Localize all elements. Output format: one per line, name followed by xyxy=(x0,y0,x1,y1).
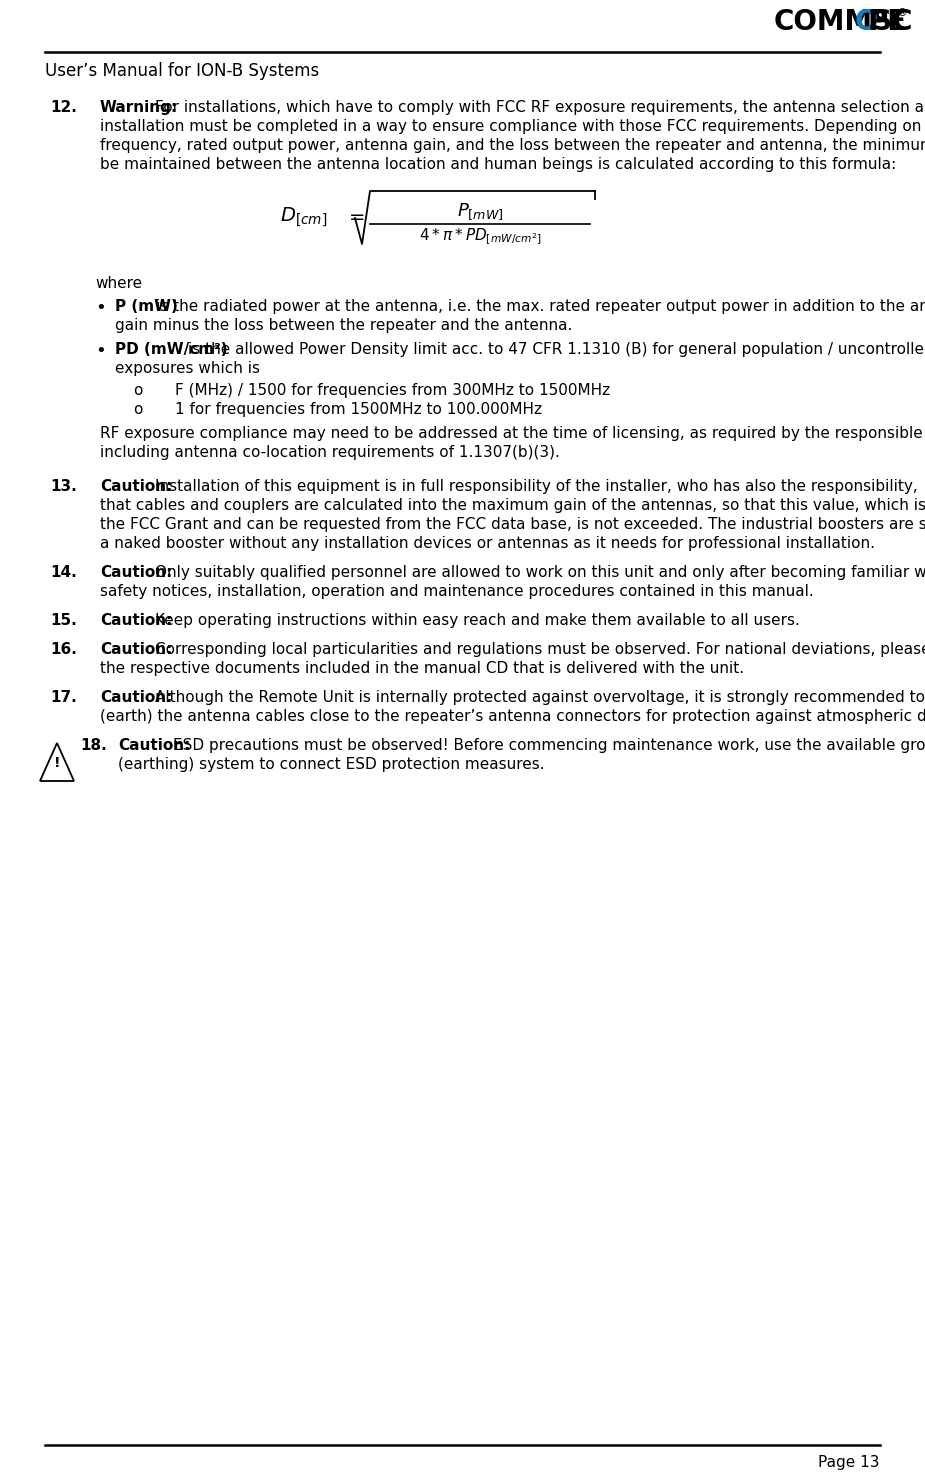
Text: gain minus the loss between the repeater and the antenna.: gain minus the loss between the repeater… xyxy=(115,318,573,333)
Text: Caution:: Caution: xyxy=(100,613,172,628)
Text: 17.: 17. xyxy=(50,690,77,705)
Text: o: o xyxy=(133,401,142,418)
Text: 1 for frequencies from 1500MHz to 100.000MHz: 1 for frequencies from 1500MHz to 100.00… xyxy=(175,401,542,418)
Text: safety notices, installation, operation and maintenance procedures contained in : safety notices, installation, operation … xyxy=(100,584,814,598)
Text: For installations, which have to comply with FCC RF exposure requirements, the a: For installations, which have to comply … xyxy=(155,101,925,116)
Text: RF exposure compliance may need to be addressed at the time of licensing, as req: RF exposure compliance may need to be ad… xyxy=(100,427,925,441)
Text: 16.: 16. xyxy=(50,641,77,658)
Text: frequency, rated output power, antenna gain, and the loss between the repeater a: frequency, rated output power, antenna g… xyxy=(100,138,925,153)
Text: is the radiated power at the antenna, i.e. the max. rated repeater output power : is the radiated power at the antenna, i.… xyxy=(156,299,925,314)
Text: ®: ® xyxy=(897,7,908,18)
Text: $4*\pi*PD_{[mW/cm^2]}$: $4*\pi*PD_{[mW/cm^2]}$ xyxy=(419,227,541,247)
Text: Installation of this equipment is in full responsibility of the installer, who h: Installation of this equipment is in ful… xyxy=(155,478,918,495)
Text: O: O xyxy=(855,7,878,36)
Text: the respective documents included in the manual CD that is delivered with the un: the respective documents included in the… xyxy=(100,661,744,675)
Text: ESD precautions must be observed! Before commencing maintenance work, use the av: ESD precautions must be observed! Before… xyxy=(173,738,925,752)
Text: (earth) the antenna cables close to the repeater’s antenna connectors for protec: (earth) the antenna cables close to the … xyxy=(100,709,925,724)
Text: Warning:: Warning: xyxy=(100,101,179,116)
Text: 12.: 12. xyxy=(50,101,77,116)
Text: P (mW): P (mW) xyxy=(115,299,178,314)
Text: that cables and couplers are calculated into the maximum gain of the antennas, s: that cables and couplers are calculated … xyxy=(100,498,925,512)
Text: installation must be completed in a way to ensure compliance with those FCC requ: installation must be completed in a way … xyxy=(100,118,925,133)
Text: COMMSC: COMMSC xyxy=(773,7,913,36)
Text: Caution:: Caution: xyxy=(100,690,172,705)
Text: be maintained between the antenna location and human beings is calculated accord: be maintained between the antenna locati… xyxy=(100,157,896,172)
Text: o: o xyxy=(133,384,142,398)
Text: 15.: 15. xyxy=(50,613,77,628)
Text: $D_{[cm]}$: $D_{[cm]}$ xyxy=(280,206,327,230)
Text: Page 13: Page 13 xyxy=(819,1454,880,1471)
Text: $=$: $=$ xyxy=(345,206,365,225)
Text: the FCC Grant and can be requested from the FCC data base, is not exceeded. The : the FCC Grant and can be requested from … xyxy=(100,517,925,532)
Text: is the allowed Power Density limit acc. to 47 CFR 1.1310 (B) for general populat: is the allowed Power Density limit acc. … xyxy=(189,342,925,357)
Text: Corresponding local particularities and regulations must be observed. For nation: Corresponding local particularities and … xyxy=(155,641,925,658)
Text: F (MHz) / 1500 for frequencies from 300MHz to 1500MHz: F (MHz) / 1500 for frequencies from 300M… xyxy=(175,384,610,398)
Text: 18.: 18. xyxy=(80,738,106,752)
Text: Caution:: Caution: xyxy=(100,564,172,581)
Text: 14.: 14. xyxy=(50,564,77,581)
Text: exposures which is: exposures which is xyxy=(115,361,260,376)
Text: PD (mW/cm²): PD (mW/cm²) xyxy=(115,342,228,357)
Text: Caution:: Caution: xyxy=(118,738,191,752)
Text: Caution:: Caution: xyxy=(100,641,172,658)
Text: $P_{[mW]}$: $P_{[mW]}$ xyxy=(457,201,503,221)
Text: a naked booster without any installation devices or antennas as it needs for pro: a naked booster without any installation… xyxy=(100,536,875,551)
Text: PE: PE xyxy=(868,7,907,36)
Text: Although the Remote Unit is internally protected against overvoltage, it is stro: Although the Remote Unit is internally p… xyxy=(155,690,925,705)
Text: •: • xyxy=(95,342,105,360)
Text: !: ! xyxy=(54,757,60,770)
Text: •: • xyxy=(95,299,105,317)
Text: Keep operating instructions within easy reach and make them available to all use: Keep operating instructions within easy … xyxy=(155,613,800,628)
Text: 13.: 13. xyxy=(50,478,77,495)
Text: Only suitably qualified personnel are allowed to work on this unit and only afte: Only suitably qualified personnel are al… xyxy=(155,564,925,581)
Text: User’s Manual for ION-B Systems: User’s Manual for ION-B Systems xyxy=(45,62,319,80)
Text: including antenna co-location requirements of 1.1307(b)(3).: including antenna co-location requiremen… xyxy=(100,444,560,461)
Text: where: where xyxy=(95,275,142,290)
Text: Caution:: Caution: xyxy=(100,478,172,495)
Text: (earthing) system to connect ESD protection measures.: (earthing) system to connect ESD protect… xyxy=(118,757,545,772)
